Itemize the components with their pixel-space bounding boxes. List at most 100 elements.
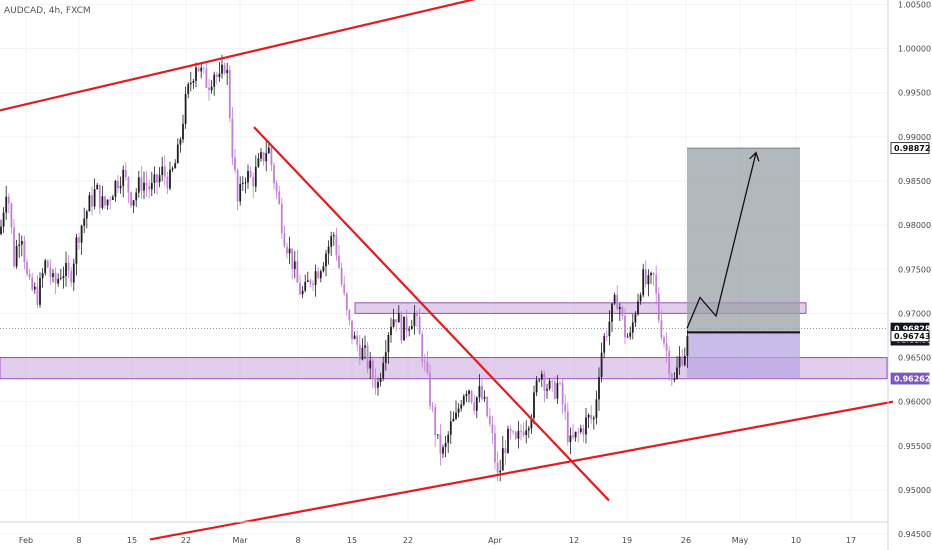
price-tag-box [890,330,930,342]
candle-body [457,408,460,413]
long-position-tool[interactable] [687,147,800,379]
candle-body [670,374,673,381]
candle-body [460,404,463,409]
candle-body [538,379,541,381]
candle-body [10,203,13,228]
x-tick-label: 22 [181,536,191,545]
candle-body [41,273,44,279]
candle-body [572,435,574,438]
price-tag-label: 0.96828 [894,325,931,334]
candle-body [517,430,520,439]
candle-body [462,396,465,405]
projection-path [686,152,757,329]
candle-body [624,315,626,338]
candle-body [343,284,346,294]
candle-body [13,227,15,267]
candle-body [15,245,18,267]
trendlines-layer[interactable] [0,0,894,541]
support-zone [0,357,888,380]
y-tick-label: 1.00000 [898,45,931,54]
y-tick-label: 0.95500 [898,442,931,451]
candle-body [590,414,593,420]
candle-body [104,196,106,206]
candle-body [179,139,182,145]
candle-body [2,212,5,227]
candle-body [546,388,548,391]
candle-body [262,152,265,162]
candle-body [592,417,595,420]
candle-body [197,67,200,72]
candle-body [36,286,39,305]
candle-body [392,319,395,327]
x-tick-label: 22 [403,536,413,545]
candle-body [114,180,117,197]
candle-body [551,380,554,382]
candle-body [639,295,642,302]
candle-body [423,361,426,363]
candle-body [660,320,663,338]
candle-body [174,163,177,169]
candle-body [421,334,424,362]
zone-top-price-tag: 0.96743 [890,330,930,342]
y-tick-label: 0.97500 [898,265,931,274]
candle-body [686,336,689,357]
y-tick-label: 0.98500 [898,177,931,186]
candle-body [678,356,681,368]
candle-body [447,434,450,443]
candle-body [221,64,223,74]
candle-body [405,316,408,331]
candle-body [145,182,148,186]
candle-body [317,271,320,279]
candle-body [585,417,587,435]
candle-body [681,356,684,366]
candle-body [569,435,572,443]
candle-body [530,418,533,429]
candle-body [296,261,299,283]
candle-body [299,282,301,295]
candle-body [605,336,608,337]
candle-body [548,380,551,389]
candle-body [473,402,476,411]
y-tick-label: 0.98000 [898,221,931,230]
chart-title: AUDCAD, 4h, FXCM [4,6,91,16]
candle-body [595,399,598,418]
candle-body [579,428,582,432]
y-tick-label: 0.99500 [898,89,931,98]
candle-body [481,385,483,399]
candle-body [616,294,619,310]
candle-body [504,448,507,454]
candle-body [395,319,398,323]
candle-body [444,442,447,448]
candle-body [353,335,356,339]
candle-body [70,270,73,283]
candle-body [314,271,317,285]
candle-body [72,263,75,283]
candle-body [429,372,431,407]
candle-body [280,203,283,234]
candle-body [332,235,335,237]
candle-body [496,462,499,473]
candle-body [650,272,652,276]
candle-body [304,281,307,291]
candle-body [169,169,171,189]
candle-body [361,347,364,360]
candle-body [111,196,114,200]
candle-body [501,448,504,471]
candle-body [587,414,590,418]
candle-body [613,294,616,304]
candle-body [543,374,546,391]
candle-body [494,433,496,463]
x-tick-label: 12 [569,536,579,545]
candle-body [475,397,478,411]
candle-body [171,168,174,170]
candle-body [556,383,559,399]
candle-body [655,274,658,294]
x-tick-label: 8 [76,536,81,545]
grid [0,0,888,535]
price-tag-label: 0.98872 [894,144,930,153]
candle-body [374,378,377,388]
candle-body [527,428,530,431]
candle-body [673,378,676,381]
candle-body [130,192,132,206]
